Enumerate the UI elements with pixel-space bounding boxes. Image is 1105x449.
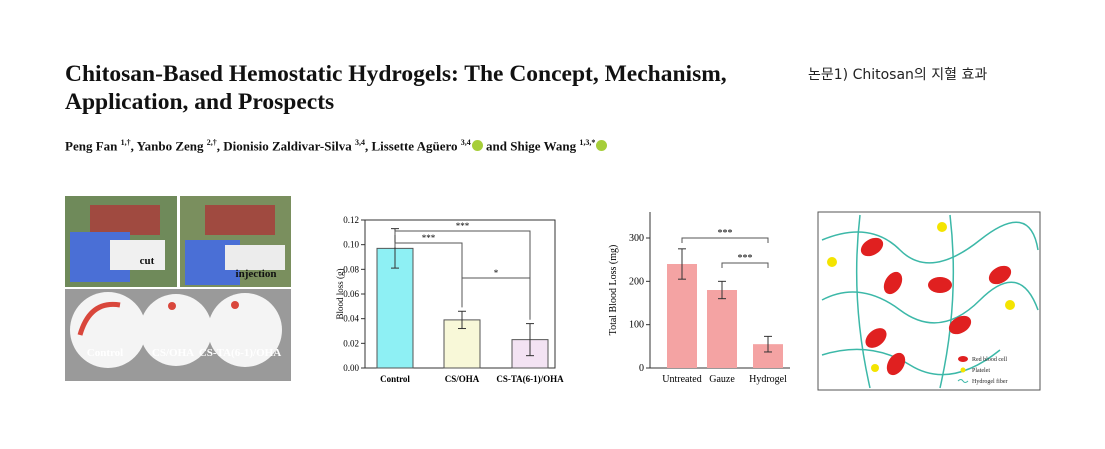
photo-label: cut [140, 255, 155, 267]
significance-bracket [721, 262, 769, 268]
y-tick-label: 0.00 [343, 363, 359, 373]
y-tick-label: 0.02 [343, 338, 359, 348]
photo [65, 196, 291, 381]
photo-label: injection [236, 268, 277, 280]
y-tick-label: 0.06 [343, 289, 359, 299]
y-axis-label: Blood loss (g) [335, 268, 345, 319]
photo-label: CS/OHA [152, 347, 194, 359]
y-tick-label: 200 [629, 276, 644, 287]
author-list: Peng Fan 1,†, Yanbo Zeng 2,†, Dionisio Z… [65, 138, 608, 154]
error-bar [526, 323, 534, 357]
y-tick-label: 0 [639, 363, 644, 374]
legend-label: Red blood cell [972, 357, 1007, 363]
separator: , [216, 138, 220, 154]
x-tick-label: Control [380, 374, 410, 384]
bar [753, 344, 783, 368]
author-name: Lissette Agüero [371, 138, 458, 154]
author-name: Shige Wang [510, 138, 577, 154]
affiliation: 1,† [120, 138, 131, 147]
significance-bracket [394, 242, 463, 308]
significance-bracket [681, 237, 769, 243]
y-axis-label: Total Blood Loss (mg) [608, 245, 619, 336]
significance-label: * [494, 268, 499, 278]
error-bar [718, 280, 726, 300]
error-bar [764, 335, 772, 353]
separator: and [486, 138, 507, 154]
error-bar [678, 248, 686, 280]
author-name: Yanbo Zeng [136, 138, 204, 154]
photo-label: CS-TA(6-1)/OHA [199, 347, 281, 359]
author-name: Dionisio Zaldivar-Silva [223, 138, 352, 154]
chart: 0 100 200 300 Total Blood Loss (mg) Untreated… [608, 212, 790, 385]
paper-title: Chitosan-Based Hemostatic Hydrogels: The… [65, 61, 727, 115]
x-tick-label: Gauze [709, 374, 735, 385]
x-tick-label: CS-TA(6-1)/OHA [496, 374, 564, 384]
y-tick-label: 0.04 [343, 314, 359, 324]
orcid-icon [471, 140, 483, 152]
error-bar [458, 310, 466, 330]
note: 논문1) Chitosan의 지혈 효과 [808, 67, 988, 83]
affiliation: 3,4 [460, 138, 471, 147]
y-tick-label: 100 [629, 320, 644, 331]
x-tick-label: Hydrogel [749, 374, 787, 385]
y-tick-label: 0.08 [343, 264, 359, 274]
significance-label: *** [738, 253, 753, 264]
significance-bracket [394, 230, 531, 320]
y-tick-label: 0.10 [343, 240, 359, 250]
significance-bracket [461, 277, 531, 320]
separator: , [130, 138, 134, 154]
affiliation: 2,† [206, 138, 217, 147]
diagram [817, 211, 1041, 391]
orcid-icon [596, 140, 608, 152]
y-tick-label: 300 [629, 233, 644, 244]
separator: , [364, 138, 369, 154]
x-tick-label: Untreated [662, 374, 701, 385]
chart: 0.00 0.02 0.04 0.06 0.08 0.10 0.12 Blood loss (… [335, 215, 564, 384]
affiliation: 3,4 [354, 138, 365, 147]
photo-label: Control [87, 347, 123, 359]
bar [667, 264, 697, 368]
significance-label: *** [422, 233, 436, 243]
legend-label: Hydrogel fiber [972, 378, 1008, 385]
legend-label: Platelet [972, 368, 990, 374]
affiliation: 1,3,* [579, 138, 596, 147]
author-name: Peng Fan [65, 138, 118, 154]
error-bar [391, 228, 399, 269]
bar [707, 290, 737, 368]
x-tick-label: CS/OHA [445, 374, 480, 384]
significance-label: *** [456, 221, 470, 231]
y-tick-label: 0.12 [343, 215, 359, 225]
significance-label: *** [718, 228, 733, 239]
